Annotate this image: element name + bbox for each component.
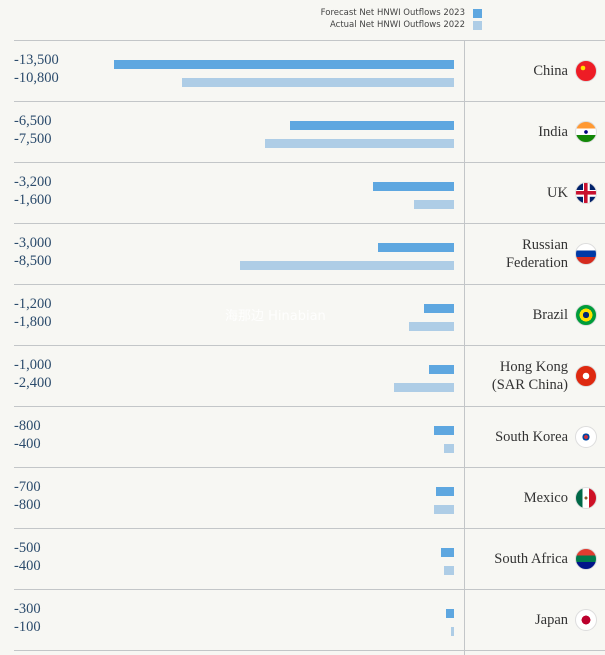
legend-item-2022: Actual Net HNWI Outflows 2022 — [321, 19, 482, 31]
bar-actual-2022 — [433, 505, 454, 514]
legend-label: Actual Net HNWI Outflows 2022 — [330, 20, 465, 30]
mexico-flag-icon — [575, 487, 597, 509]
chart-row: -1,200 -1,800 Brazil — [14, 284, 605, 345]
value-label: -700 — [14, 479, 41, 495]
south-korea-flag-icon — [575, 426, 597, 448]
south-africa-flag-icon — [575, 548, 597, 570]
bar-actual-2022 — [408, 322, 454, 331]
value-label: -400 — [14, 436, 41, 452]
value-label: -8,500 — [14, 253, 52, 269]
value-label: -800 — [14, 497, 41, 513]
value-label: -500 — [14, 540, 41, 556]
value-label: -300 — [14, 601, 41, 617]
hong-kong-flag-icon — [575, 365, 597, 387]
value-label: -1,600 — [14, 192, 52, 208]
bar-actual-2022 — [239, 261, 454, 270]
country-label: India — [538, 124, 568, 140]
uk-flag-icon — [575, 182, 597, 204]
bar-actual-2022 — [443, 566, 454, 575]
bar-actual-2022 — [393, 383, 454, 392]
bar-forecast-2023 — [423, 304, 454, 313]
bar-forecast-2023 — [378, 243, 454, 252]
bar-actual-2022 — [413, 200, 454, 209]
chart-row: -500 -400 South Africa — [14, 528, 605, 589]
bar-forecast-2023 — [441, 548, 454, 557]
chart-row: -3,000 -8,500 Russian Federation — [14, 223, 605, 284]
bar-forecast-2023 — [433, 426, 454, 435]
value-label: -1,800 — [14, 314, 52, 330]
bar-forecast-2023 — [428, 365, 454, 374]
country-label: Brazil — [532, 307, 568, 323]
chart-row: -6,500 -7,500 India — [14, 101, 605, 162]
value-label: -800 — [14, 418, 41, 434]
legend-label: Forecast Net HNWI Outflows 2023 — [320, 8, 465, 18]
chart-row: -700 -800 Mexico — [14, 467, 605, 528]
bar-actual-2022 — [265, 139, 454, 148]
bar-forecast-2023 — [446, 609, 454, 618]
bar-actual-2022 — [443, 444, 454, 453]
bar-forecast-2023 — [373, 182, 454, 191]
legend-swatch — [473, 9, 482, 18]
chart-row: -1,000 -2,400 Hong Kong (SAR China) — [14, 345, 605, 406]
value-label: -6,500 — [14, 113, 52, 129]
chart-row: -300 -100 Japan — [14, 589, 605, 650]
india-flag-icon — [575, 121, 597, 143]
value-label: -2,400 — [14, 375, 52, 391]
country-label: South Korea — [495, 429, 568, 445]
brazil-flag-icon — [575, 304, 597, 326]
value-label: -100 — [14, 619, 41, 635]
value-label: -400 — [14, 558, 41, 574]
value-label: -7,500 — [14, 131, 52, 147]
country-label: UK — [547, 185, 568, 201]
legend-item-2023: Forecast Net HNWI Outflows 2023 — [320, 7, 482, 19]
bar-actual-2022 — [451, 627, 454, 636]
bar-actual-2022 — [182, 78, 454, 87]
value-label: -13,500 — [14, 52, 59, 68]
china-flag-icon — [575, 60, 597, 82]
value-label: -10,800 — [14, 70, 59, 86]
country-label: Russian Federation — [505, 237, 568, 271]
value-label: -1,200 — [14, 296, 52, 312]
bar-forecast-2023 — [114, 60, 454, 69]
country-label: Hong Kong (SAR China) — [491, 359, 568, 393]
russia-flag-icon — [575, 243, 597, 265]
value-label: -3,000 — [14, 235, 52, 251]
divider — [464, 40, 465, 655]
bar-chart: -13,500 -10,800 China -6,500 -7,500 India -3,2… — [0, 40, 605, 651]
country-label: Japan — [534, 612, 568, 628]
legend-swatch — [473, 21, 482, 30]
country-label: South Africa — [494, 551, 568, 567]
value-label: -1,000 — [14, 357, 52, 373]
bottom-rule — [14, 650, 605, 651]
country-label: Mexico — [523, 490, 568, 506]
country-label: China — [533, 63, 568, 79]
chart-row: -800 -400 South Korea — [14, 406, 605, 467]
chart-row: -13,500 -10,800 China — [14, 40, 605, 101]
bar-forecast-2023 — [290, 121, 454, 130]
value-label: -3,200 — [14, 174, 52, 190]
watermark: 海那边 Hinabian — [225, 309, 326, 324]
chart-row: -3,200 -1,600 UK — [14, 162, 605, 223]
bar-forecast-2023 — [436, 487, 454, 496]
legend: Forecast Net HNWI Outflows 2023 Actual N… — [320, 7, 482, 31]
japan-flag-icon — [575, 609, 597, 631]
